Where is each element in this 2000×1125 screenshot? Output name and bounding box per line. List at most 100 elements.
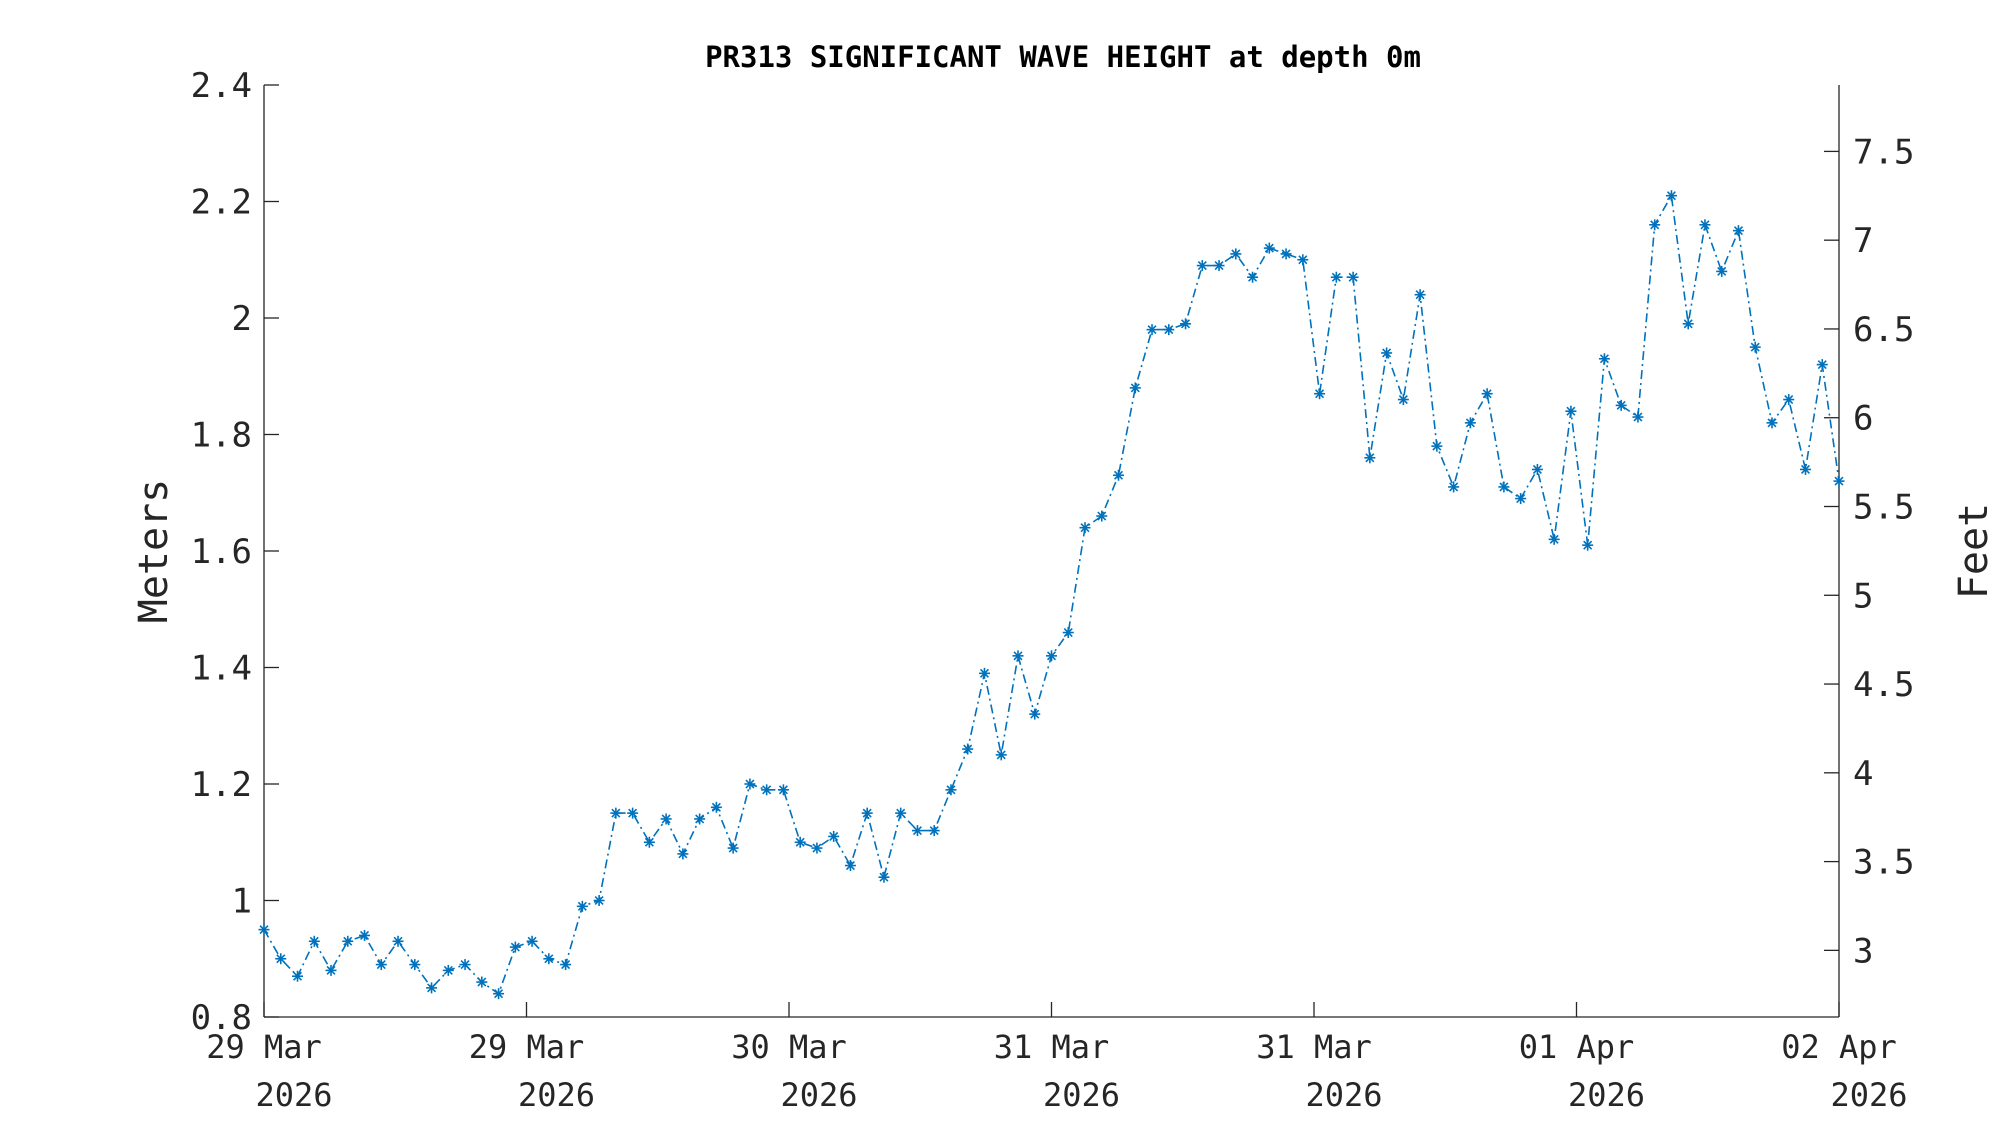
data-point [1431, 440, 1443, 452]
data-point [744, 778, 756, 790]
right-y-tick-label: 7.5 [1853, 132, 1914, 172]
data-point [509, 941, 521, 953]
data-point [1113, 469, 1125, 481]
data-point [392, 935, 404, 947]
data-point [794, 836, 806, 848]
data-point [1699, 219, 1711, 231]
left-y-tick-label: 1.4 [191, 649, 252, 689]
data-point [1012, 650, 1024, 662]
data-point [1046, 650, 1057, 662]
data-point [1247, 271, 1259, 283]
right-y-ticks: 3 3.5 4 4.5 5 5.5 6 6.5 7 7.5 [1824, 132, 1914, 971]
data-point [1263, 242, 1275, 254]
left-y-tick-label: 2.4 [191, 66, 252, 106]
x-tick-label-date: 01 Apr [1519, 1028, 1635, 1066]
data-point [1297, 254, 1309, 266]
data-point [828, 830, 840, 842]
data-point [325, 964, 337, 976]
data-point [1665, 190, 1677, 202]
data-point [1314, 388, 1326, 400]
data-point [493, 988, 505, 1000]
data-point [1565, 405, 1577, 417]
data-point [593, 895, 605, 906]
data-point [459, 959, 471, 971]
left-y-tick-label: 2 [232, 299, 252, 339]
left-y-tick-label: 1.2 [191, 765, 252, 805]
data-point [861, 807, 873, 819]
data-point [1397, 394, 1409, 406]
data-point [1414, 289, 1426, 301]
data-point [1029, 708, 1041, 720]
data-point [1096, 510, 1108, 522]
data-point [1448, 481, 1460, 493]
right-y-tick-label: 6.5 [1853, 310, 1914, 350]
x-tick-label-year: 2026 [1043, 1076, 1120, 1114]
data-point [1481, 388, 1493, 400]
right-y-tick-label: 3.5 [1853, 843, 1914, 883]
data-point [1732, 225, 1744, 237]
data-point [928, 825, 940, 837]
right-y-tick-label: 5 [1853, 576, 1873, 616]
data-point [1716, 265, 1728, 277]
x-tick-label-year: 2026 [780, 1076, 857, 1114]
data-point [1079, 522, 1091, 534]
data-point [1816, 359, 1828, 371]
left-y-tick-label: 1.8 [191, 416, 252, 456]
data-point [1330, 271, 1342, 283]
data-point [643, 836, 655, 848]
data-point [727, 842, 739, 854]
left-y-tick-label: 1.6 [191, 532, 252, 572]
data-point [710, 801, 722, 813]
left-y-tick-label: 0.8 [191, 998, 252, 1038]
data-point [426, 982, 438, 994]
data-point [308, 935, 320, 947]
data-point [1632, 411, 1644, 423]
plot-axes [263, 85, 1840, 1018]
data-point [995, 749, 1007, 761]
data-point [677, 848, 689, 860]
data-point [811, 842, 823, 854]
data-point [610, 807, 622, 819]
data-point [359, 929, 371, 941]
right-y-tick-label: 4 [1853, 754, 1873, 794]
data-point [1783, 394, 1795, 406]
data-point [660, 813, 672, 825]
data-point [1766, 417, 1778, 429]
data-point [476, 976, 488, 988]
chart-title: PR313 SIGNIFICANT WAVE HEIGHT at depth 0… [705, 40, 1421, 74]
x-tick-label-year: 2026 [1830, 1076, 1907, 1114]
data-point [342, 935, 354, 947]
data-point [1146, 324, 1158, 336]
x-tick-label-date: 31 Mar [994, 1028, 1110, 1066]
left-y-axis-label: Meters [131, 479, 177, 624]
x-tick-label-year: 2026 [1305, 1076, 1382, 1114]
data-point [292, 970, 304, 982]
data-point [777, 784, 789, 796]
data-point [1682, 318, 1694, 330]
left-y-tick-label: 1 [232, 882, 252, 922]
data-point [1531, 463, 1543, 475]
left-y-ticks: 0.8 1 1.2 1.4 1.6 1.8 2 2.2 2.4 [191, 66, 279, 1038]
left-y-tick-label: 2.2 [191, 183, 252, 223]
data-point [694, 813, 706, 825]
x-tick-label-date: 30 Mar [731, 1028, 847, 1066]
data-point [1833, 475, 1845, 487]
data-point [911, 825, 923, 837]
data-point [1799, 463, 1811, 475]
data-point [945, 784, 957, 796]
data-point [978, 667, 990, 679]
right-y-tick-label: 4.5 [1853, 665, 1914, 705]
x-tick-label-year: 2026 [1568, 1076, 1645, 1114]
data-point [1129, 382, 1141, 394]
data-point [878, 871, 890, 883]
data-point [1163, 324, 1175, 336]
data-point [1615, 399, 1627, 411]
data-point [1515, 493, 1527, 505]
data-point [844, 860, 856, 872]
data-point [1347, 271, 1359, 283]
right-y-tick-label: 7 [1853, 221, 1873, 261]
x-tick-label-date: 31 Mar [1256, 1028, 1372, 1066]
data-point [375, 959, 387, 971]
x-tick-label-year: 2026 [255, 1076, 332, 1114]
data-point [1280, 248, 1292, 260]
